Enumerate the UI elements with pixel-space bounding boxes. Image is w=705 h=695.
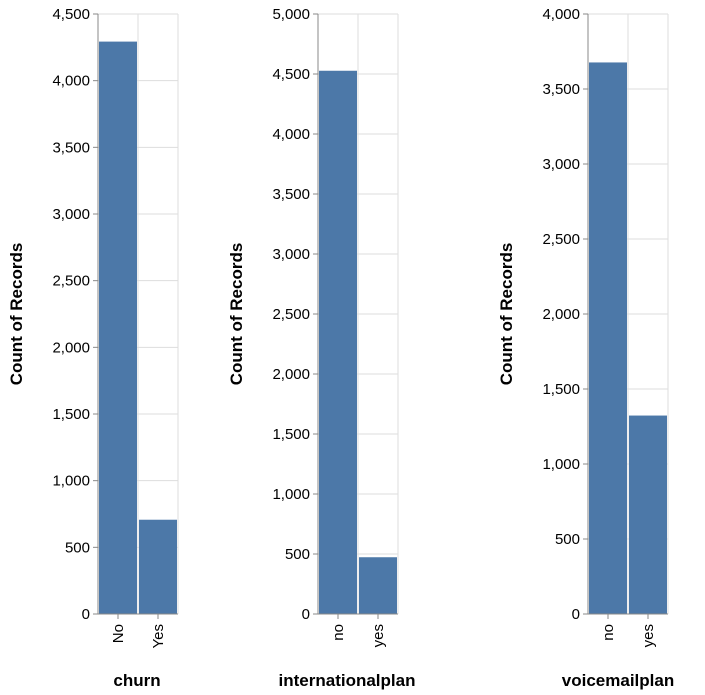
internationalplan-ytick-label: 5,000 — [272, 6, 310, 23]
internationalplan-ytick-label: 2,000 — [272, 366, 310, 383]
churn-ytick-label: 4,500 — [52, 6, 90, 23]
voicemailplan-ytick-label: 4,000 — [542, 6, 580, 23]
voicemailplan-xtick-label: yes — [640, 624, 657, 647]
internationalplan-x-axis-title: internationalplan — [279, 671, 416, 690]
internationalplan-ytick-label: 2,500 — [272, 306, 310, 323]
churn-chart-panel: 0 500 1,000 1,500 2,000 2,500 3,000 3,500 4,000 4… — [7, 6, 179, 690]
voicemailplan-x-axis-title: voicemailplan — [562, 671, 674, 690]
voicemailplan-ytick-label: 3,000 — [542, 156, 580, 173]
churn-bar-no — [99, 41, 137, 615]
churn-ytick-label: 1,000 — [52, 473, 90, 490]
churn-y-axis-title: Count of Records — [7, 243, 26, 386]
churn-x-axis-title: churn — [113, 671, 160, 690]
voicemailplan-bar-yes — [629, 415, 667, 614]
churn-ytick-label: 3,500 — [52, 139, 90, 156]
internationalplan-ytick-label: 3,000 — [272, 246, 310, 263]
voicemailplan-xtick-label: no — [600, 624, 617, 641]
voicemailplan-chart-panel: 0 500 1,000 1,500 2,000 2,500 3,000 3,500 4,000 n… — [497, 6, 674, 690]
internationalplan-xtick-label: no — [330, 624, 347, 641]
churn-ytick-label: 2,500 — [52, 273, 90, 290]
voicemailplan-bar-no — [589, 62, 627, 614]
internationalplan-ytick-label: 4,500 — [272, 66, 310, 83]
voicemailplan-ytick-label: 1,500 — [542, 381, 580, 398]
voicemailplan-y-axis-title: Count of Records — [497, 243, 516, 386]
churn-xtick-label: No — [110, 624, 127, 643]
churn-xtick-label: Yes — [150, 624, 167, 648]
voicemailplan-ytick-label: 2,500 — [542, 231, 580, 248]
churn-ytick-label: 3,000 — [52, 206, 90, 223]
voicemailplan-ytick-label: 3,500 — [542, 81, 580, 98]
churn-ytick-label: 500 — [65, 539, 90, 556]
voicemailplan-ytick-label: 1,000 — [542, 456, 580, 473]
voicemailplan-ytick-label: 500 — [555, 531, 580, 548]
churn-ytick-label: 0 — [82, 606, 90, 623]
churn-ytick-label: 1,500 — [52, 406, 90, 423]
churn-ytick-label: 4,000 — [52, 73, 90, 90]
internationalplan-chart-panel: 0 500 1,000 1,500 2,000 2,500 3,000 3,500 4,000 4… — [227, 6, 415, 690]
internationalplan-ytick-label: 500 — [285, 546, 310, 563]
voicemailplan-ytick-label: 2,000 — [542, 306, 580, 323]
internationalplan-y-axis-title: Count of Records — [227, 243, 246, 386]
internationalplan-xtick-label: yes — [370, 624, 387, 647]
internationalplan-ytick-label: 0 — [302, 606, 310, 623]
internationalplan-bar-no — [319, 70, 357, 614]
internationalplan-ytick-label: 3,500 — [272, 186, 310, 203]
internationalplan-ytick-label: 4,000 — [272, 126, 310, 143]
internationalplan-ytick-label: 1,000 — [272, 486, 310, 503]
voicemailplan-ytick-label: 0 — [572, 606, 580, 623]
internationalplan-ytick-label: 1,500 — [272, 426, 310, 443]
churn-ytick-label: 2,000 — [52, 339, 90, 356]
churn-bar-yes — [139, 519, 177, 614]
internationalplan-bar-yes — [359, 557, 397, 614]
